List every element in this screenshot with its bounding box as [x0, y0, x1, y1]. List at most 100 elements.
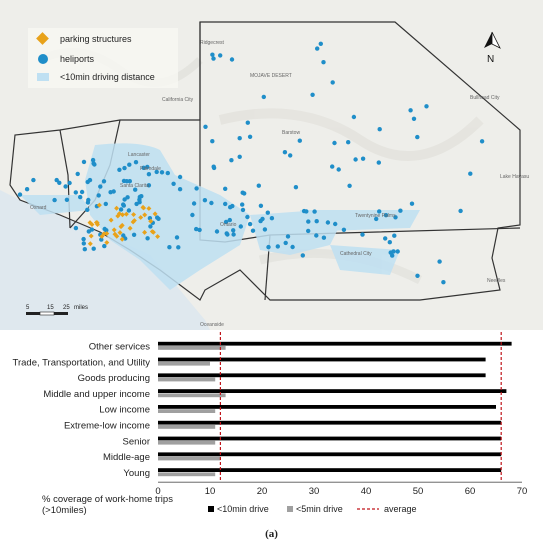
heliport-marker: [269, 216, 275, 221]
place-label: Lancaster: [128, 152, 150, 158]
heliport-markers: [17, 41, 485, 285]
x-tick-label: 0: [155, 486, 160, 497]
parking-marker: [146, 205, 152, 211]
bar-drive-5min: [158, 346, 226, 350]
parking-marker: [155, 234, 161, 240]
place-label: MOJAVE DESERT: [250, 73, 292, 79]
heliport-marker: [73, 225, 79, 231]
heliport-marker: [265, 210, 270, 215]
heliport-marker: [415, 273, 420, 278]
heliport-marker: [330, 164, 335, 169]
heliport-marker: [231, 228, 236, 233]
heliport-marker: [398, 208, 403, 213]
north-arrow-icon: N: [484, 31, 501, 65]
place-label: Ontario: [220, 222, 237, 228]
heliport-marker: [191, 201, 197, 206]
parking-marker: [104, 231, 110, 237]
heliport-marker: [437, 259, 442, 264]
circle-icon: [38, 54, 48, 64]
heliport-marker: [479, 139, 485, 144]
heliport-marker: [167, 245, 172, 250]
heliport-marker: [165, 170, 170, 176]
heliport-marker: [146, 172, 152, 177]
x-tick-label: 70: [517, 486, 528, 497]
heliport-marker: [159, 170, 165, 175]
place-label: Lake Havasu: [500, 174, 529, 180]
heliport-marker: [131, 232, 137, 237]
heliport-marker: [304, 209, 309, 214]
heliport-marker: [387, 240, 392, 245]
bar-drive-5min: [158, 361, 210, 366]
heliport-marker: [91, 246, 96, 251]
heliport-marker: [17, 192, 23, 197]
bar-drive-5min: [158, 377, 216, 382]
heliport-marker: [383, 236, 388, 241]
place-label: Barstow: [282, 130, 300, 136]
heliport-marker: [146, 183, 152, 188]
place-label: Oceanside: [200, 322, 224, 328]
parking-marker: [87, 241, 93, 247]
bar-drive-10min: [158, 436, 502, 441]
heliport-marker: [346, 140, 351, 145]
diamond-icon: [36, 32, 49, 45]
legend-label: <5min drive: [296, 504, 343, 514]
heliport-marker: [177, 187, 183, 192]
region-map: Ridgecrest MOJAVE DESERT California City…: [0, 0, 543, 330]
x-tick-label: 50: [413, 486, 424, 497]
heliport-marker: [353, 157, 358, 162]
heliport-marker: [52, 197, 57, 203]
heliport-marker: [250, 228, 256, 233]
heliport-marker: [210, 52, 215, 57]
parking-marker: [138, 214, 144, 220]
bar-drive-10min: [158, 357, 486, 362]
heliport-marker: [391, 249, 396, 254]
heliport-marker: [411, 116, 417, 122]
scale-label: 15: [47, 305, 54, 311]
bar-drive-10min: [158, 389, 507, 393]
heliport-marker: [91, 161, 96, 166]
category-label: Low income: [99, 405, 150, 416]
heliport-marker: [240, 207, 246, 213]
heliport-marker: [103, 201, 109, 207]
heliport-marker: [81, 241, 87, 246]
category-label: Senior: [123, 436, 150, 447]
heliport-marker: [409, 201, 415, 206]
chart-legend: <10min drive <5min drive average: [208, 504, 417, 514]
place-label: Palmdale: [140, 166, 161, 172]
ocean: [0, 190, 210, 330]
heliport-marker: [393, 215, 398, 220]
x-tick-label: 10: [205, 486, 216, 497]
heliport-marker: [321, 235, 327, 240]
heliport-marker: [54, 177, 59, 183]
heliport-marker: [154, 169, 159, 175]
heliport-marker: [306, 219, 311, 224]
heliport-marker: [336, 167, 341, 172]
bar-drive-5min: [158, 472, 216, 477]
parking-marker: [114, 233, 120, 239]
heliport-marker: [63, 184, 68, 189]
heliport-marker: [194, 226, 199, 232]
heliport-marker: [229, 158, 234, 163]
heliport-marker: [194, 186, 199, 191]
bar-drive-5min: [158, 440, 216, 445]
heliport-marker: [288, 153, 293, 158]
heliport-marker: [310, 92, 315, 98]
place-label: Cathedral City: [340, 251, 372, 257]
legend-parking-label: parking structures: [60, 34, 132, 44]
heliport-marker: [99, 237, 104, 242]
heliport-marker: [229, 57, 235, 62]
heliport-marker: [275, 244, 280, 249]
heliport-marker: [225, 232, 230, 237]
parking-marker: [88, 233, 94, 239]
heliport-marker: [139, 194, 144, 199]
heliport-marker: [395, 249, 400, 254]
heliport-marker: [325, 220, 331, 225]
place-label: Twentynine Palms: [355, 213, 396, 219]
parking-marker: [127, 225, 133, 231]
scale-label: 25: [63, 305, 70, 311]
heliport-marker: [101, 179, 107, 184]
x-tick-labels: 0 10 20 30 40 50 60 70: [155, 486, 527, 497]
heliport-marker: [408, 108, 413, 113]
heliport-marker: [441, 280, 446, 285]
heliport-marker: [211, 56, 216, 61]
